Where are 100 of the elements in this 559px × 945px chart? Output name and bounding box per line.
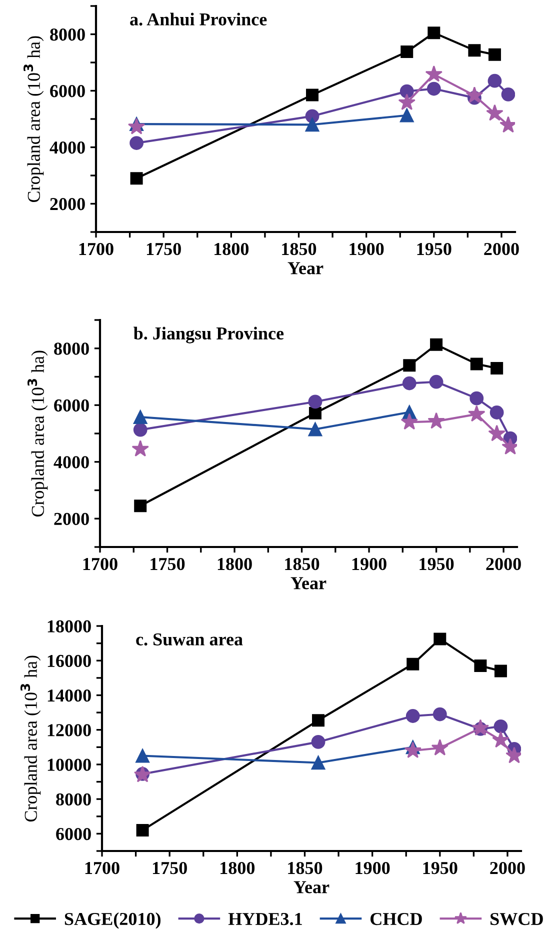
x-axis-title: Year [288, 262, 324, 274]
x-tick-label: 2000 [490, 862, 525, 874]
point [490, 362, 504, 374]
point [492, 731, 510, 748]
point [400, 46, 414, 58]
point [468, 405, 486, 422]
point [406, 709, 420, 723]
point [311, 735, 326, 749]
x-tick-label: 1900 [352, 558, 386, 570]
y-axis-title: Cropland area (10$^{3}$ ha) [28, 350, 48, 517]
point [136, 824, 149, 836]
x-tick-label: 1750 [146, 242, 181, 256]
x-tick-label: 1850 [285, 558, 320, 570]
x-tick-label: 1700 [79, 242, 114, 256]
point [402, 376, 416, 390]
y-tick-label: 4000 [50, 142, 85, 154]
chart-title: c. Suwan area [136, 633, 243, 646]
x-tick-label: 2000 [486, 558, 521, 570]
chart-title: a. Anhui Province [130, 12, 267, 26]
y-tick-label: 2000 [54, 512, 89, 526]
point [426, 82, 441, 96]
point [466, 86, 484, 103]
x-tick-label: 1750 [152, 862, 187, 874]
legend-label: CHCD [370, 912, 422, 926]
point [501, 87, 515, 102]
point [488, 48, 501, 61]
point [434, 632, 446, 646]
point [488, 74, 502, 88]
point [308, 406, 322, 420]
point [486, 104, 504, 121]
point [308, 394, 322, 409]
legend-label: SAGE(2010) [64, 912, 160, 929]
y-tick-label: 6000 [54, 399, 89, 412]
y-tick-label: 12000 [48, 724, 91, 736]
x-tick-label: 1800 [214, 242, 249, 256]
point [406, 658, 420, 670]
point [432, 707, 447, 722]
y-tick-label: 6000 [50, 85, 85, 98]
y-axis-title: Cropland area (10$^{3}$ ha) [20, 656, 41, 822]
point [305, 118, 320, 132]
point [403, 359, 416, 372]
point [400, 413, 418, 430]
x-tick-label: 1800 [220, 862, 255, 874]
x-axis-title: Year [290, 577, 326, 590]
point [425, 65, 443, 82]
x-tick-label: 2000 [484, 242, 519, 256]
point [400, 108, 414, 122]
point [132, 440, 149, 457]
chart-title: b. Jiangsu Province [134, 326, 284, 344]
y-tick-label: 4000 [54, 456, 89, 468]
y-tick-label: 16000 [48, 654, 91, 668]
y-tick-label: 10000 [48, 758, 91, 771]
legend-label: SWCD [490, 912, 543, 926]
point [308, 422, 322, 436]
x-tick-label: 1750 [150, 558, 185, 570]
point [472, 719, 490, 736]
y-tick-label: 18000 [48, 620, 91, 632]
x-tick-label: 1700 [83, 558, 118, 570]
x-tick-label: 1950 [417, 242, 452, 256]
point [130, 172, 143, 185]
point [130, 136, 144, 150]
legend-label: HYDE3.1 [228, 912, 302, 926]
point [494, 719, 508, 734]
point [306, 88, 319, 102]
y-axis-title: Cropland area (10$^{3}$ ha) [24, 36, 44, 202]
point [133, 410, 148, 424]
y-tick-label: 8000 [50, 28, 85, 41]
y-tick-label: 6000 [56, 828, 91, 840]
x-tick-label: 1900 [356, 862, 390, 874]
x-tick-label: 1950 [423, 862, 458, 874]
y-tick-label: 8000 [56, 793, 91, 806]
x-tick-label: 1850 [288, 862, 322, 874]
point [488, 424, 506, 442]
point [468, 44, 481, 57]
point [428, 412, 445, 429]
x-tick-label: 1800 [218, 558, 252, 570]
x-tick-label: 1700 [85, 862, 120, 874]
point [430, 338, 443, 351]
point [312, 714, 325, 727]
y-tick-label: 8000 [54, 342, 89, 355]
x-tick-label: 1950 [420, 558, 454, 570]
point [133, 422, 148, 437]
point [128, 118, 146, 134]
point [490, 406, 504, 420]
point [428, 26, 440, 40]
x-tick-label: 1900 [350, 242, 384, 256]
point [470, 391, 484, 406]
point [431, 738, 449, 756]
y-tick-label: 2000 [50, 198, 85, 210]
point [404, 742, 422, 758]
x-axis-title: Year [294, 881, 330, 894]
point [398, 94, 416, 110]
y-tick-label: 14000 [48, 689, 91, 702]
point [136, 748, 150, 763]
point [311, 756, 326, 770]
point [429, 374, 444, 389]
point [474, 660, 487, 672]
point [470, 358, 483, 370]
point [494, 664, 507, 678]
point [400, 84, 414, 98]
